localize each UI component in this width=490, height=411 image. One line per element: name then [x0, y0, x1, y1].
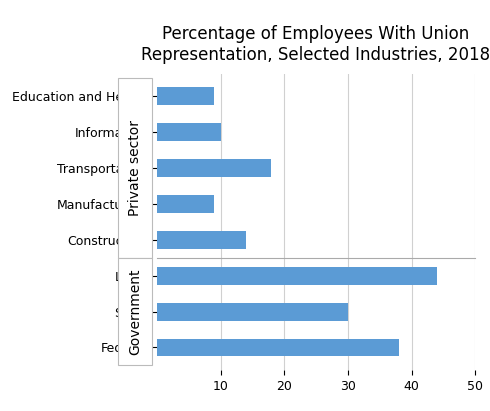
Text: Private sector: Private sector [128, 120, 142, 216]
Bar [157, 302, 348, 321]
Title: Percentage of Employees With Union
Representation, Selected Industries, 2018: Percentage of Employees With Union Repre… [142, 25, 490, 64]
Bar [157, 195, 214, 213]
Bar [157, 267, 437, 285]
Bar [157, 339, 399, 356]
Bar [157, 88, 214, 105]
Bar [157, 123, 220, 141]
Bar [157, 231, 246, 249]
Text: Government: Government [128, 268, 142, 355]
Bar [157, 159, 271, 177]
